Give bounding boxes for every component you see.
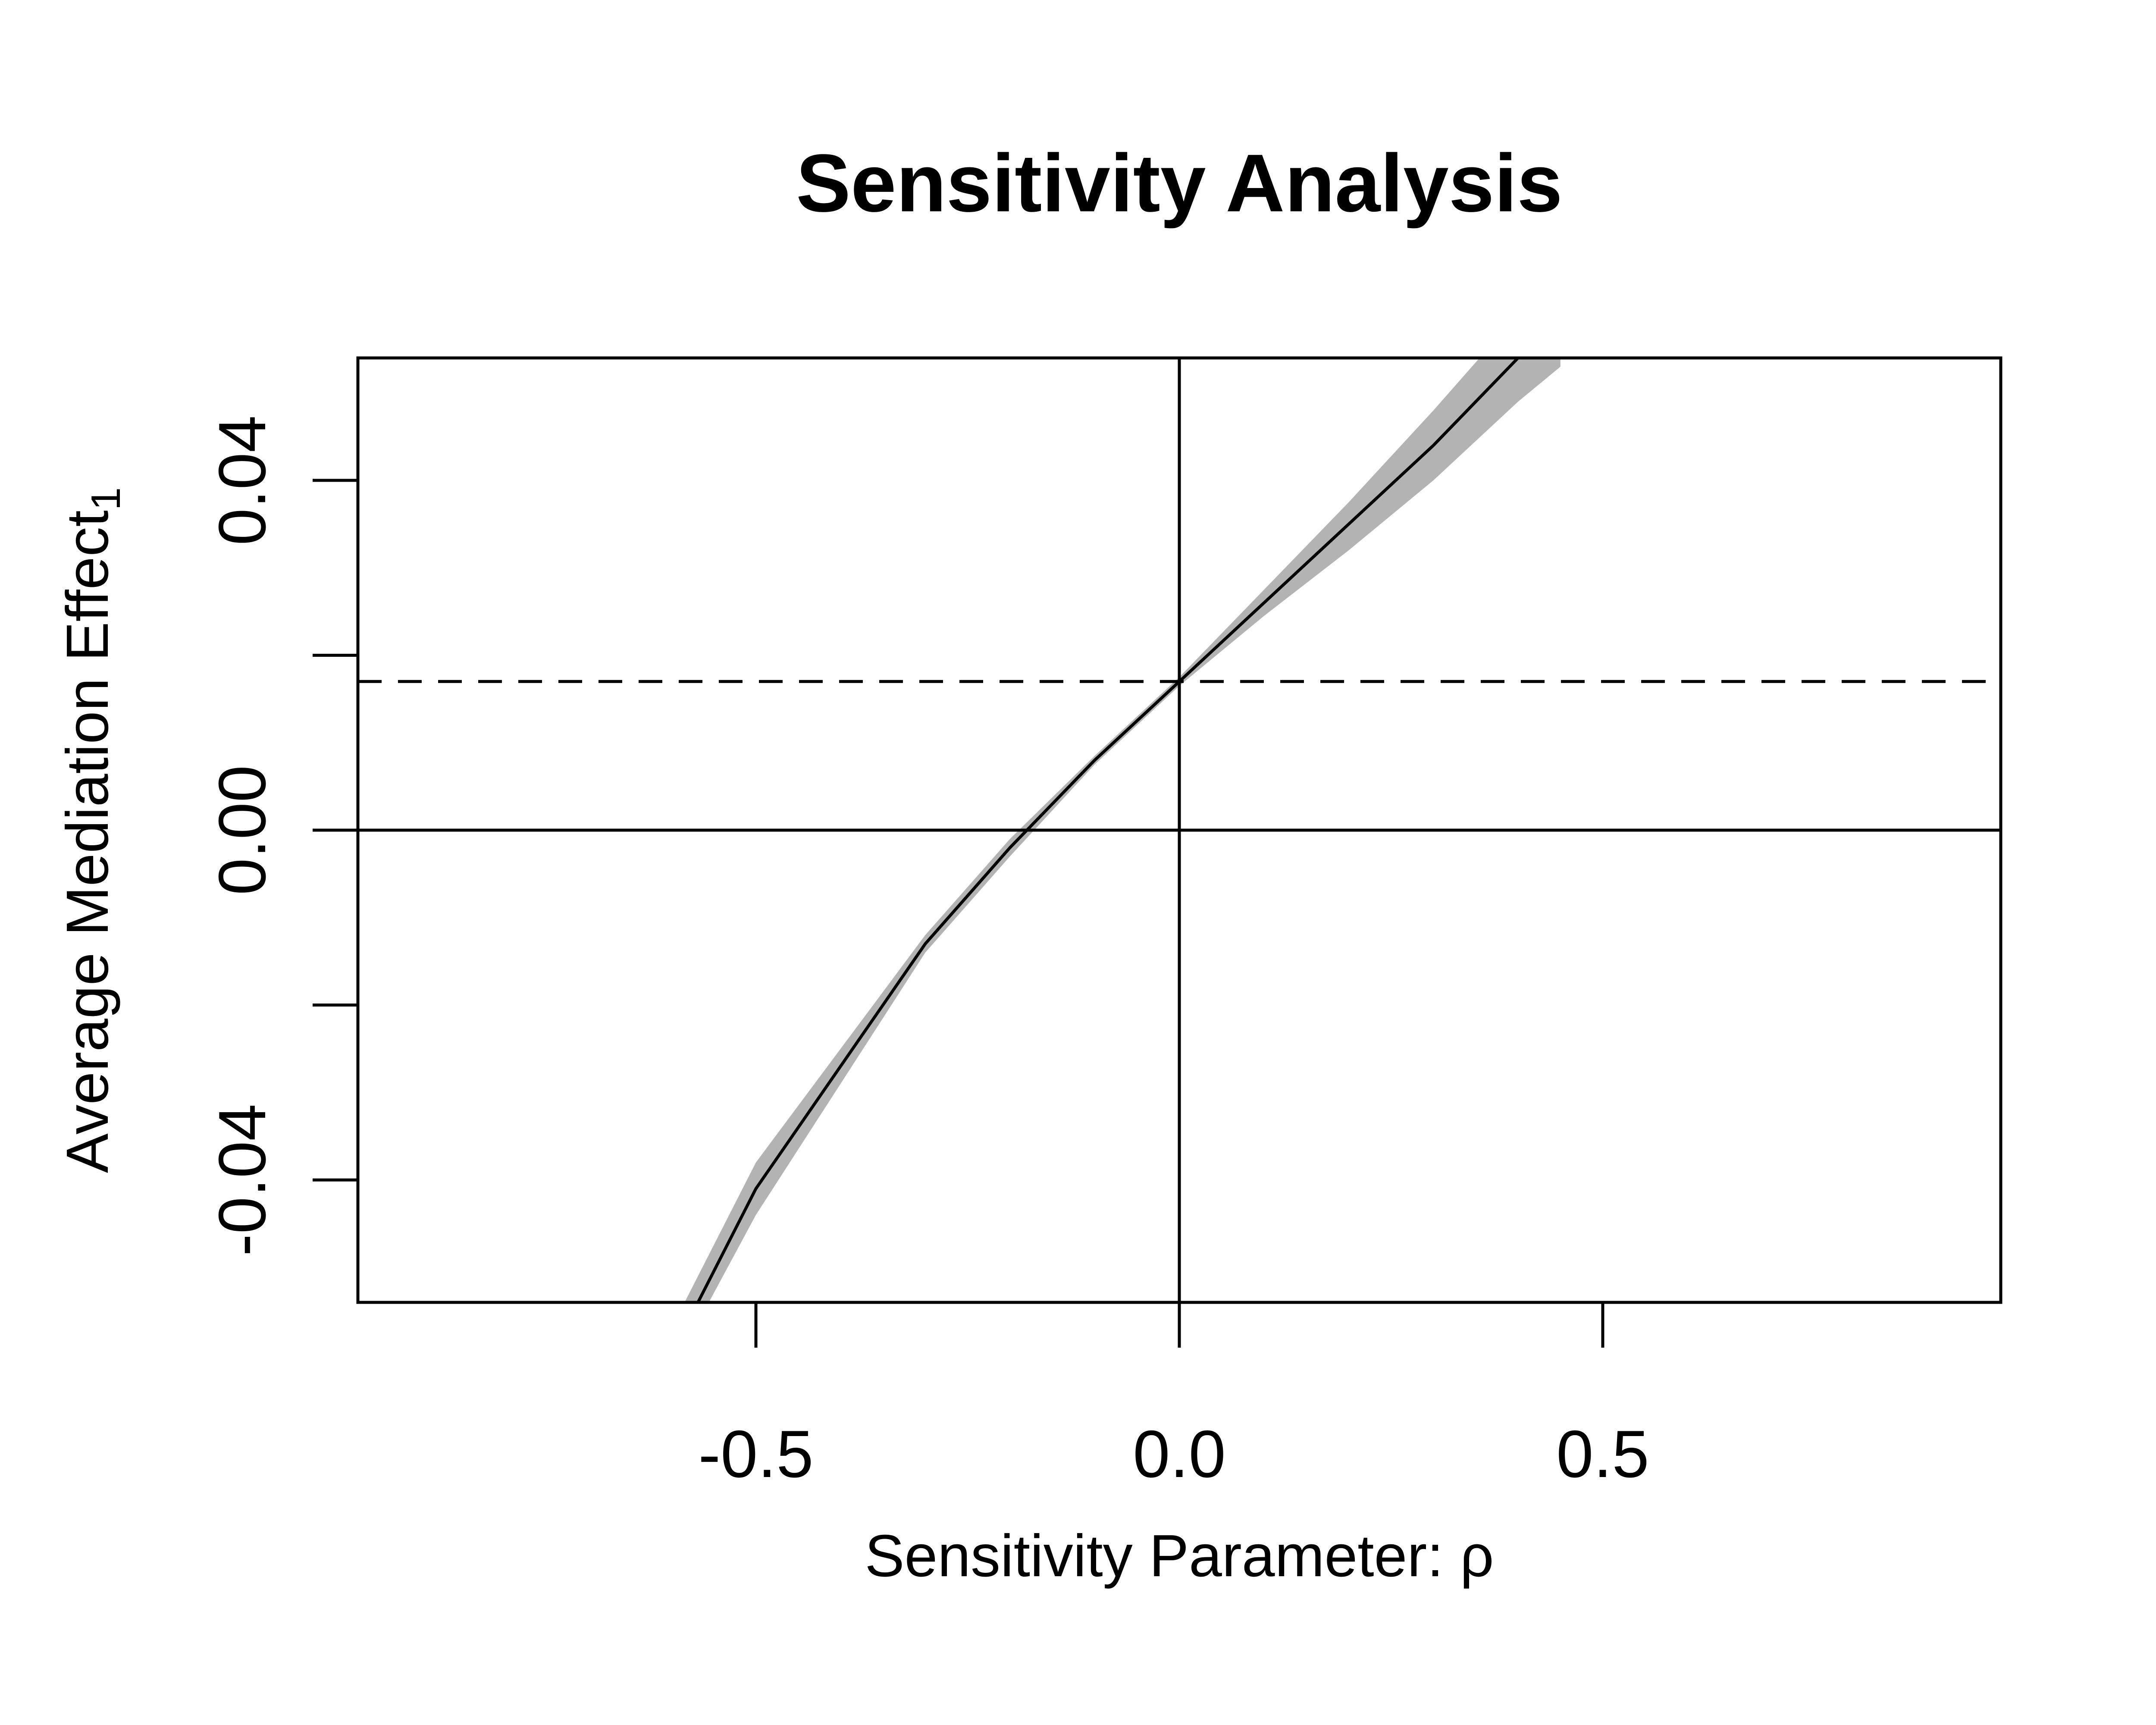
plot-area xyxy=(358,358,2001,1302)
y-tick-label-group: 0.04 xyxy=(205,415,279,546)
chart-title: Sensitivity Analysis xyxy=(796,138,1563,229)
y-tick-label: 0.00 xyxy=(205,765,279,895)
x-axis-label: Sensitivity Parameter: ρ xyxy=(865,1523,1494,1589)
y-axis-label-subscript: 1 xyxy=(83,487,129,510)
x-axis: -0.5 0.0 0.5 xyxy=(698,1302,1649,1491)
y-axis-label-main: Average Mediation Effect xyxy=(54,510,121,1173)
y-tick-label-group: -0.04 xyxy=(205,1104,279,1256)
mediation-effect-line xyxy=(696,358,1520,1302)
y-tick-label: 0.04 xyxy=(205,415,279,546)
x-tick-label: 0.5 xyxy=(1556,1417,1649,1491)
y-tick-label: -0.04 xyxy=(205,1104,279,1256)
x-tick-label: -0.5 xyxy=(698,1417,813,1491)
y-tick-label-group: 0.00 xyxy=(205,765,279,895)
confidence-band xyxy=(684,358,1561,1302)
y-axis: -0.04 0.00 0.04 xyxy=(205,415,358,1256)
y-axis-label: Average Mediation Effect1 xyxy=(54,487,129,1173)
x-tick-label: 0.0 xyxy=(1133,1417,1225,1491)
y-axis-label-group: Average Mediation Effect1 xyxy=(54,487,129,1173)
